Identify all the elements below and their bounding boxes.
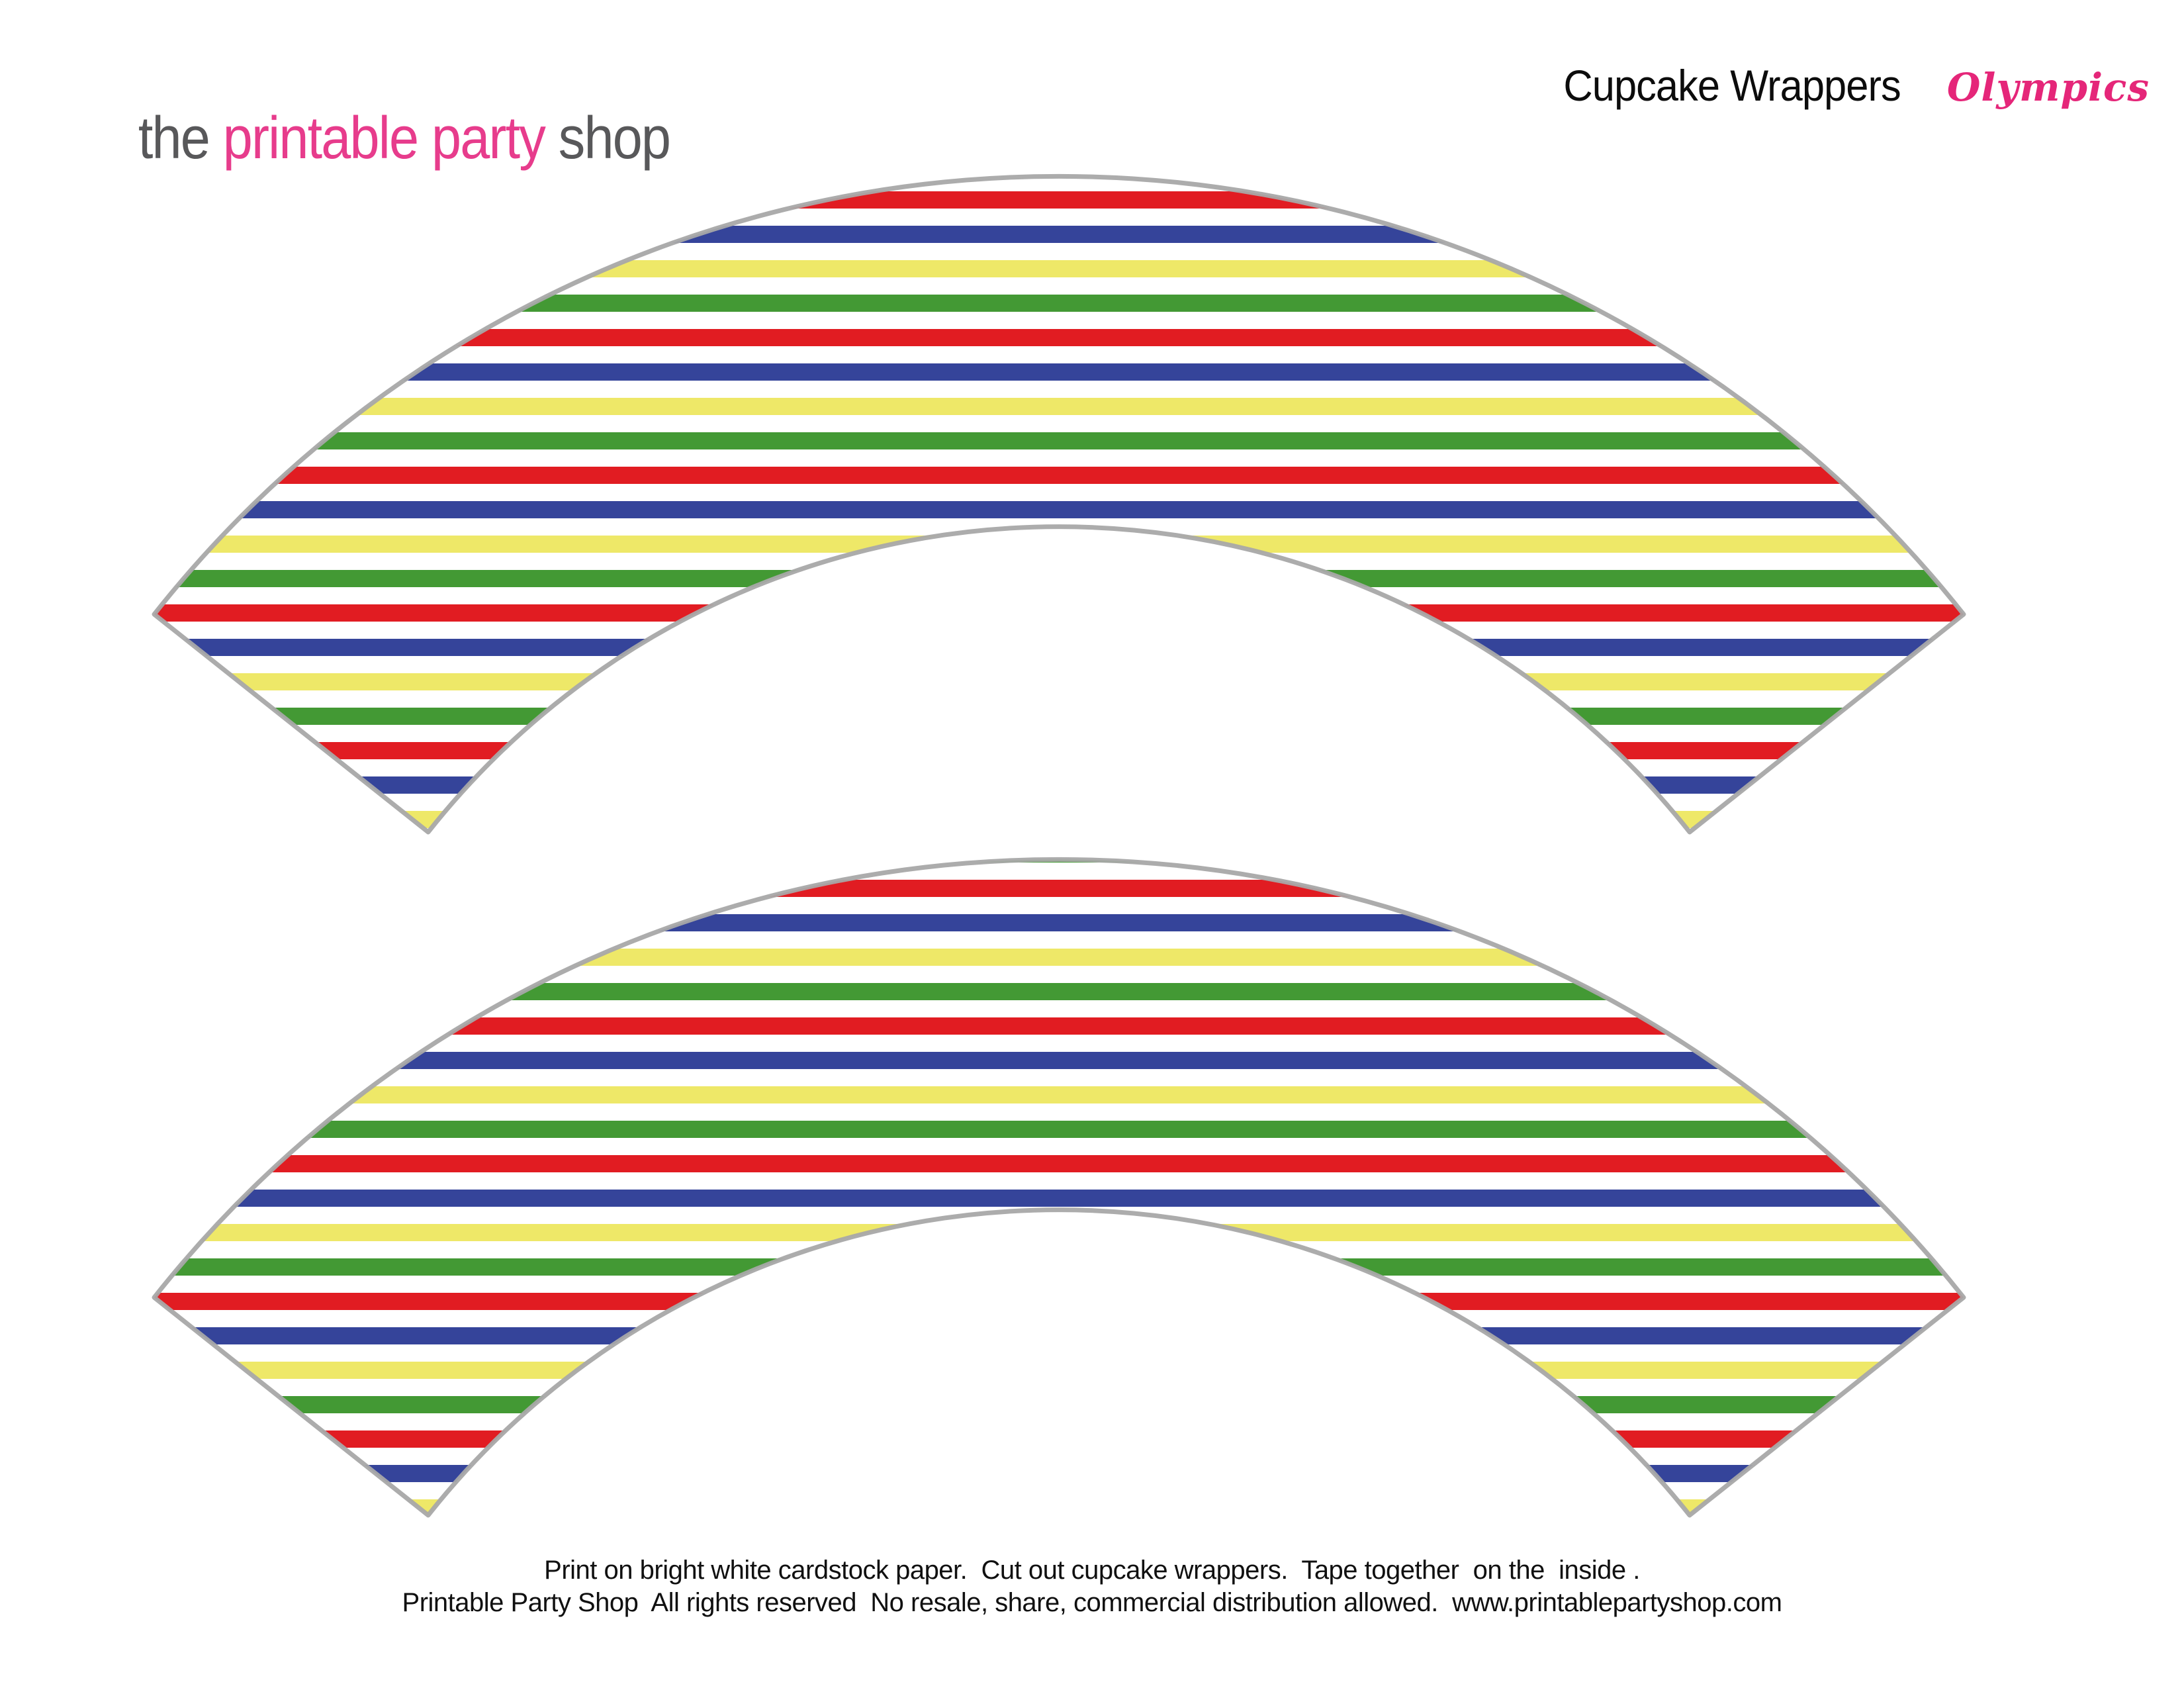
footer-line-1: Print on bright white cardstock paper. C…: [544, 1556, 1640, 1585]
logo-text-the: the: [138, 105, 223, 171]
logo-text-highlight: printable party: [222, 105, 546, 171]
page-title: Cupcake Wrappers: [1563, 61, 1901, 110]
stripe-fill-top: [154, 176, 1964, 832]
shop-logo: the printable party shop: [83, 49, 671, 228]
stripe-fill-bottom: [154, 859, 1964, 1515]
header-right: Cupcake Wrappers Olympics: [1538, 64, 2150, 107]
cupcake-wrapper-top: [0, 122, 2184, 1620]
footer-instructions: Print on bright white cardstock paper. C…: [0, 1554, 2184, 1619]
footer-line-2: Printable Party Shop All rights reserved…: [402, 1588, 1782, 1617]
logo-text-shop: shop: [545, 105, 671, 171]
theme-label: Olympics: [1946, 65, 2150, 110]
cupcake-wrapper-bottom: [0, 122, 2184, 1620]
